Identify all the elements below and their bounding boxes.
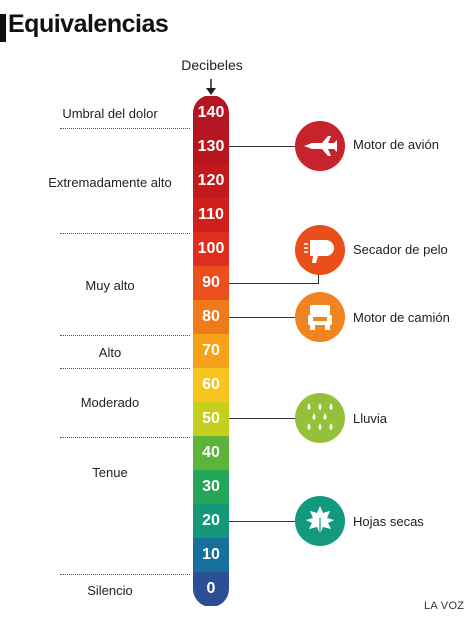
leaf-icon bbox=[306, 506, 334, 537]
category-divider bbox=[60, 368, 190, 369]
category-extremadamente-alto: Extremadamente alto bbox=[48, 175, 172, 190]
level-0: 0 bbox=[193, 572, 229, 606]
rain-icon bbox=[307, 403, 333, 430]
hair-dryer-icon bbox=[304, 240, 334, 263]
source-rain bbox=[295, 393, 345, 443]
level-10: 10 bbox=[193, 538, 229, 572]
level-40: 40 bbox=[193, 436, 229, 470]
connector-airplane bbox=[229, 146, 295, 147]
level-140: 140 bbox=[193, 96, 229, 130]
level-20: 20 bbox=[193, 504, 229, 538]
source-hair-dryer bbox=[295, 225, 345, 275]
credit-label: LA VOZ bbox=[424, 600, 465, 612]
level-110: 110 bbox=[193, 198, 229, 232]
category-alto: Alto bbox=[98, 345, 122, 360]
category-divider bbox=[60, 335, 190, 336]
source-truck bbox=[295, 292, 345, 342]
level-90: 90 bbox=[193, 266, 229, 300]
level-100: 100 bbox=[193, 232, 229, 266]
category-divider bbox=[60, 233, 190, 234]
source-label-airplane: Motor de avión bbox=[353, 137, 439, 152]
down-arrow-icon bbox=[206, 79, 216, 95]
decibel-scale-column: 140 130 120 110 100 90 80 70 60 50 40 30… bbox=[193, 95, 229, 607]
level-50: 50 bbox=[193, 402, 229, 436]
source-label-rain: Lluvia bbox=[353, 411, 387, 426]
connector-truck bbox=[229, 317, 295, 318]
connector-rain bbox=[229, 418, 295, 419]
truck-icon bbox=[308, 305, 332, 330]
level-70: 70 bbox=[193, 334, 229, 368]
category-muy-alto: Muy alto bbox=[85, 278, 135, 293]
category-divider bbox=[60, 574, 190, 575]
level-130: 130 bbox=[193, 130, 229, 164]
title-accent-bar bbox=[0, 14, 6, 42]
category-moderado: Moderado bbox=[80, 395, 140, 410]
category-tenue: Tenue bbox=[92, 465, 128, 480]
source-label-leaf: Hojas secas bbox=[353, 514, 424, 529]
level-80: 80 bbox=[193, 300, 229, 334]
level-30: 30 bbox=[193, 470, 229, 504]
category-umbral-del-dolor: Umbral del dolor bbox=[62, 106, 158, 121]
connector-hair-dryer bbox=[229, 283, 319, 284]
connector-leaf bbox=[229, 521, 295, 522]
source-label-truck: Motor de camión bbox=[353, 310, 450, 325]
scale-label: Decibeles bbox=[181, 57, 243, 73]
connector-hair-dryer-vertical bbox=[318, 270, 319, 284]
source-airplane bbox=[295, 121, 345, 171]
category-divider bbox=[60, 128, 190, 129]
source-leaf bbox=[295, 496, 345, 546]
page-title: Equivalencias bbox=[8, 10, 169, 38]
level-120: 120 bbox=[193, 164, 229, 198]
category-divider bbox=[60, 437, 190, 438]
source-label-hair-dryer: Secador de pelo bbox=[353, 242, 448, 257]
airplane-icon bbox=[304, 136, 337, 156]
level-60: 60 bbox=[193, 368, 229, 402]
category-silencio: Silencio bbox=[87, 583, 133, 598]
